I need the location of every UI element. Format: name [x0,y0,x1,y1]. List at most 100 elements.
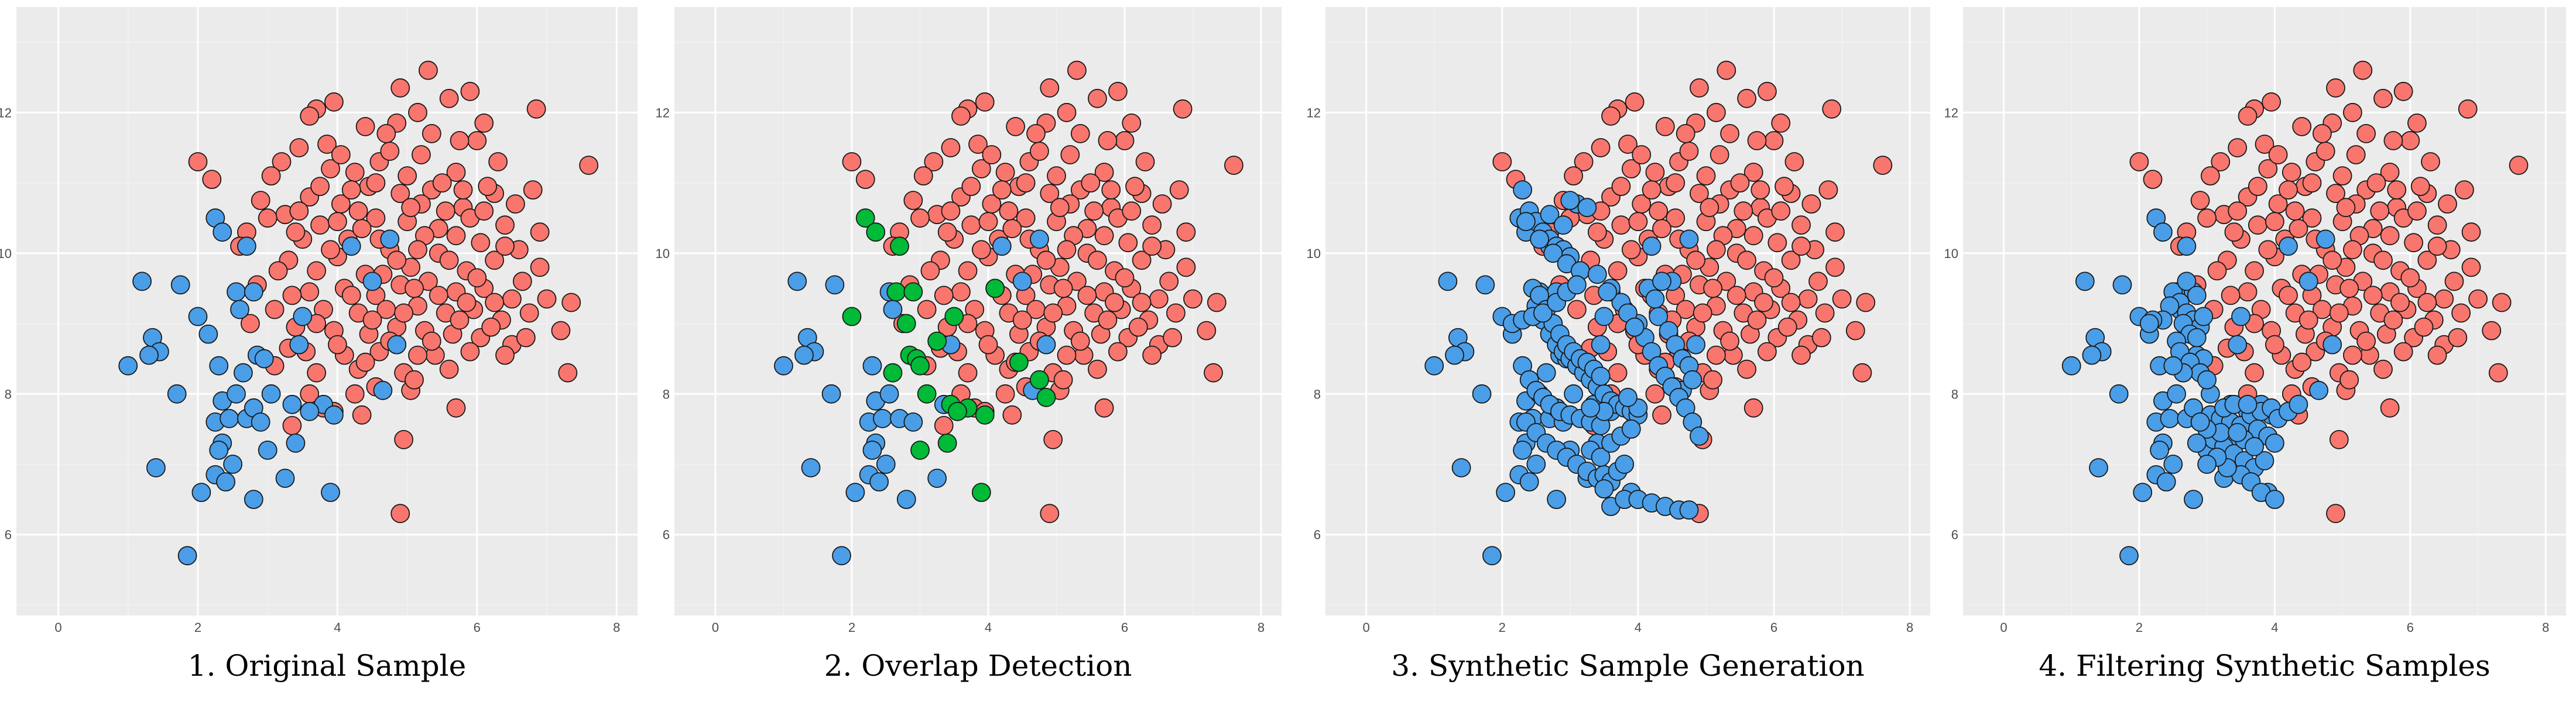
majority-point [1142,236,1162,256]
majority-point [1098,130,1118,150]
majority-point [516,328,536,348]
minority-point [2082,345,2102,365]
minority-point [227,282,246,302]
minority-point [216,472,236,491]
majority-point [910,208,930,228]
majority-point [1608,363,1628,383]
overlap-point [971,483,991,502]
synthetic-point [2197,455,2217,474]
majority-point [2339,370,2359,390]
synthetic-point [2265,434,2284,453]
majority-point [2322,250,2342,270]
majority-point [995,163,1015,182]
majority-point [408,240,427,260]
majority-point [2245,363,2265,383]
synthetic-point [1560,191,1580,211]
overlap-point [944,307,964,326]
majority-point [366,173,386,193]
minority-point [2150,441,2170,460]
majority-point [1142,345,1162,365]
majority-point [1815,303,1835,323]
majority-point [1764,130,1784,150]
x-tick-label: 2 [2136,620,2143,635]
majority-point [968,135,988,154]
minority-point [1036,335,1056,355]
majority-point [261,166,281,186]
majority-point [2407,113,2427,133]
minority-point [1519,472,1539,491]
majority-point [2224,222,2244,242]
x-tick-label: 0 [2000,620,2007,635]
majority-point [2312,123,2332,143]
majority-point [1706,345,1726,365]
majority-point [300,282,320,302]
minority-point [2153,222,2173,242]
majority-point [1666,208,1686,228]
majority-point [2200,166,2220,186]
minority-point [2322,335,2342,355]
majority-point [512,271,532,291]
synthetic-point [2238,394,2258,414]
synthetic-point [2245,437,2265,456]
majority-point [537,289,557,309]
majority-point [1149,289,1169,309]
majority-point [2404,233,2424,253]
panel-filtering-synthetic-samples: 0 2 4 6 8 6 8 10 12 4. Filtering Synthetic Sampl… [1944,7,2566,683]
majority-point [467,268,487,288]
y-tick-label: 6 [1951,528,1958,542]
majority-point [1757,342,1777,362]
y-tick-label: 6 [1314,528,1321,542]
majority-point [842,152,862,171]
majority-point [2380,398,2400,418]
minority-point [927,469,947,488]
majority-point [422,331,441,351]
majority-point [1645,163,1665,182]
majority-point [2421,152,2440,171]
majority-point [1122,201,1142,221]
majority-point [982,145,1002,164]
overlap-point [886,282,906,302]
majority-point [2482,321,2502,341]
synthetic-point [2187,434,2207,453]
majority-point [2315,142,2335,161]
minority-point [230,300,249,319]
majority-point [1101,180,1121,200]
minority-point [362,271,382,291]
panel-title: 4. Filtering Synthetic Samples [2039,649,2490,683]
majority-point [506,194,525,214]
majority-point [1791,215,1811,235]
minority-point [2228,335,2248,355]
majority-point [1053,370,1073,390]
majority-point [328,335,347,355]
panel-title: 3. Synthetic Sample Generation [1391,649,1865,683]
majority-point [1012,310,1032,330]
majority-point [432,173,452,193]
overlap-point [927,331,947,351]
majority-point [523,180,543,200]
majority-point [2393,81,2413,101]
y-tick-label: 10 [1944,246,1958,261]
overlap-point [1036,387,1056,407]
majority-point [1717,60,1736,80]
synthetic-point [1516,212,1536,232]
majority-point [1737,88,1757,108]
majority-point [1002,405,1022,425]
minority-point [170,275,190,295]
majority-point [2492,293,2512,312]
x-tick-label: 2 [848,620,855,635]
points [774,60,1244,566]
minority-point [1679,229,1699,249]
overlap-point [903,282,923,302]
majority-point [1002,219,1022,239]
minority-point [801,458,821,477]
synthetic-point [1645,289,1665,309]
overlap-point [890,236,909,256]
x-tick-label: 8 [613,620,620,635]
majority-point [1591,138,1611,157]
minority-point [286,434,306,453]
majority-point [1747,130,1767,150]
majority-point [1628,212,1648,232]
minority-point [251,412,270,432]
synthetic-point [1567,275,1587,295]
minority-point [321,483,340,502]
